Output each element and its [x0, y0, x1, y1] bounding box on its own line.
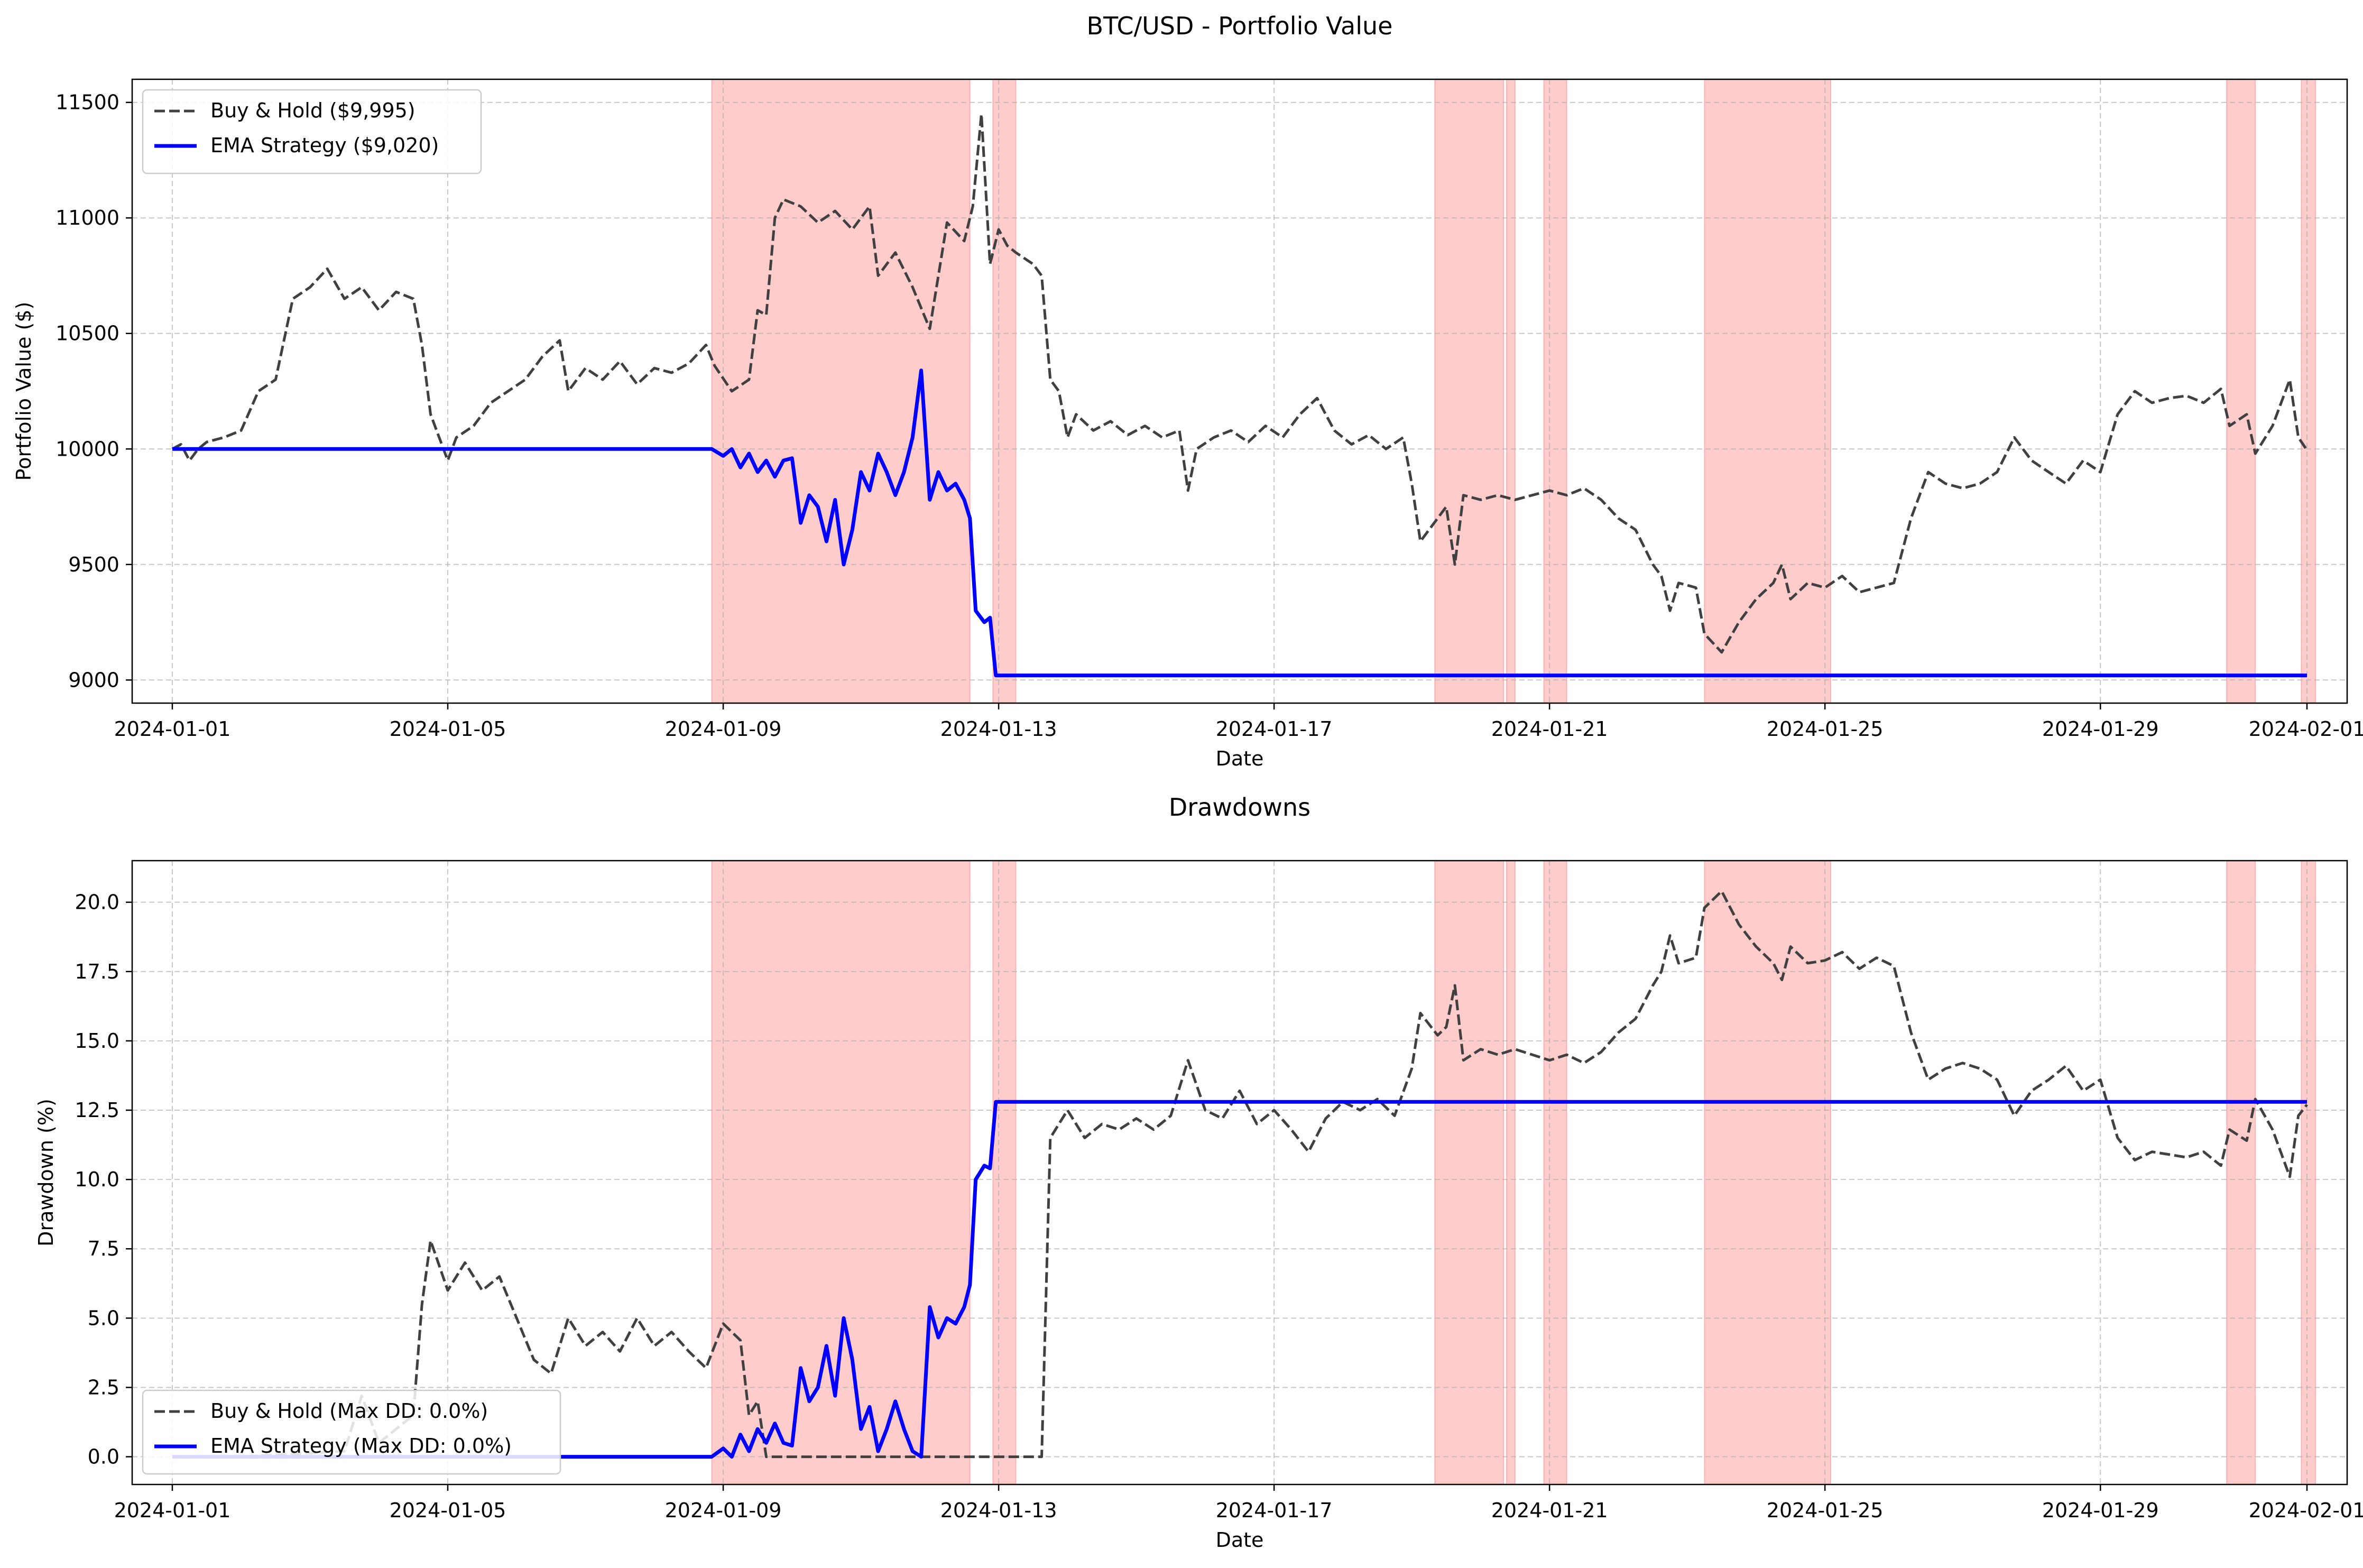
drawdowns-y-tick-label: 10.0 [75, 1168, 119, 1191]
drawdowns-shaded-region [1506, 860, 1516, 1485]
portfolio-value-x-tick-label: 2024-02-01 [2249, 717, 2363, 741]
drawdowns-series-line-0 [172, 890, 2308, 1459]
drawdowns-y-axis-label: Drawdown (%) [34, 1099, 58, 1247]
drawdowns-x-axis-label: Date [1216, 1528, 1264, 1552]
portfolio-value-legend-box [142, 89, 482, 174]
drawdowns-axes-frame [131, 860, 2348, 1486]
drawdowns-y-tick-label: 17.5 [75, 960, 119, 983]
portfolio-value-series-line-0 [171, 113, 2309, 654]
portfolio-value-x-tick-label: 2024-01-13 [940, 717, 1057, 741]
drawdowns-legend-label-0: Buy & Hold (Max DD: 0.0%) [210, 1399, 488, 1423]
drawdowns-y-tick-label: 2.5 [88, 1376, 119, 1399]
portfolio-value-panel: 2024-01-01 2024-01-05 2024-01-09 2024-01-13… [12, 12, 2363, 770]
drawdowns-plot-area [132, 861, 2347, 1484]
drawdowns-y-tick-label: 20.0 [75, 891, 119, 914]
portfolio-value-y-tick-label: 11500 [56, 91, 119, 114]
portfolio-value-shaded-region [1434, 79, 1504, 704]
drawdowns-shaded-region [2301, 860, 2316, 1485]
portfolio-value-x-tick-label: 2024-01-17 [1216, 717, 1333, 741]
drawdowns-y-tick-label: 7.5 [88, 1237, 119, 1260]
portfolio-value-axes-frame [131, 78, 2348, 704]
drawdowns-x-tick-label: 2024-01-13 [940, 1499, 1057, 1522]
drawdowns-y-tick-label: 0.0 [88, 1445, 119, 1469]
drawdowns-shaded-region [1434, 860, 1504, 1485]
portfolio-value-shaded-region [1543, 79, 1567, 704]
drawdowns-x-tick-label: 2024-01-17 [1216, 1499, 1333, 1522]
portfolio-value-shaded-region [992, 79, 1017, 704]
portfolio-value-shaded-region [2301, 79, 2316, 704]
portfolio-value-shaded-region [711, 79, 971, 704]
drawdowns-y-tick-label: 12.5 [75, 1099, 119, 1122]
drawdowns-x-tick-label: 2024-01-21 [1491, 1499, 1608, 1522]
portfolio-value-plot-area [132, 79, 2347, 703]
portfolio-value-x-tick-label: 2024-01-01 [114, 717, 231, 741]
portfolio-value-y-tick-label: 9500 [68, 553, 119, 576]
portfolio-value-shaded-region [2226, 79, 2256, 704]
drawdowns-series-line-1 [172, 1100, 2307, 1459]
drawdowns-y-tick-label: 5.0 [88, 1306, 119, 1330]
drawdowns-shaded-region [992, 860, 1017, 1485]
drawdowns-shaded-region [1704, 860, 1832, 1485]
drawdowns-x-tick-label: 2024-01-01 [114, 1499, 231, 1522]
portfolio-value-y-tick-label: 10500 [56, 322, 119, 345]
drawdowns-shaded-region [1543, 860, 1567, 1485]
portfolio-value-x-axis-label: Date [1216, 747, 1264, 770]
drawdowns-x-tick-label: 2024-02-01 [2249, 1499, 2363, 1522]
portfolio-value-x-tick-label: 2024-01-29 [2042, 717, 2159, 741]
drawdowns-x-tick-label: 2024-01-09 [665, 1499, 782, 1522]
drawdowns-y-tick-label: 15.0 [75, 1029, 119, 1053]
drawdowns-shaded-region [2226, 860, 2256, 1485]
portfolio-value-x-tick-label: 2024-01-05 [390, 717, 506, 741]
drawdowns-x-tick-label: 2024-01-25 [1767, 1499, 1884, 1522]
drawdowns-legend-label-1: EMA Strategy (Max DD: 0.0%) [210, 1434, 512, 1458]
portfolio-value-x-tick-label: 2024-01-09 [665, 717, 782, 741]
portfolio-value-series-line-1 [172, 368, 2307, 678]
portfolio-value-x-tick-label: 2024-01-25 [1767, 717, 1884, 741]
portfolio-value-y-tick-label: 11000 [56, 206, 119, 229]
drawdowns-legend-box [142, 1389, 561, 1475]
portfolio-value-shaded-region [1704, 79, 1832, 704]
portfolio-value-y-tick-label: 9000 [68, 668, 119, 691]
portfolio-value-y-tick-label: 10000 [56, 437, 119, 460]
portfolio-value-chart-title: BTC/USD - Portfolio Value [1087, 12, 1393, 40]
portfolio-value-legend-label-1: EMA Strategy ($9,020) [210, 134, 439, 157]
drawdowns-x-tick-label: 2024-01-29 [2042, 1499, 2159, 1522]
portfolio-value-y-axis-label: Portfolio Value ($) [12, 302, 35, 481]
portfolio-value-legend-label-0: Buy & Hold ($9,995) [210, 99, 416, 122]
portfolio-value-x-tick-label: 2024-01-21 [1491, 717, 1608, 741]
portfolio-value-shaded-region [1506, 79, 1516, 704]
drawdowns-chart-title: Drawdowns [1169, 793, 1310, 822]
drawdowns-panel: 2024-01-01 2024-01-05 2024-01-09 2024-01-13… [34, 793, 2363, 1552]
drawdowns-shaded-region [711, 860, 971, 1485]
drawdowns-x-tick-label: 2024-01-05 [390, 1499, 506, 1522]
